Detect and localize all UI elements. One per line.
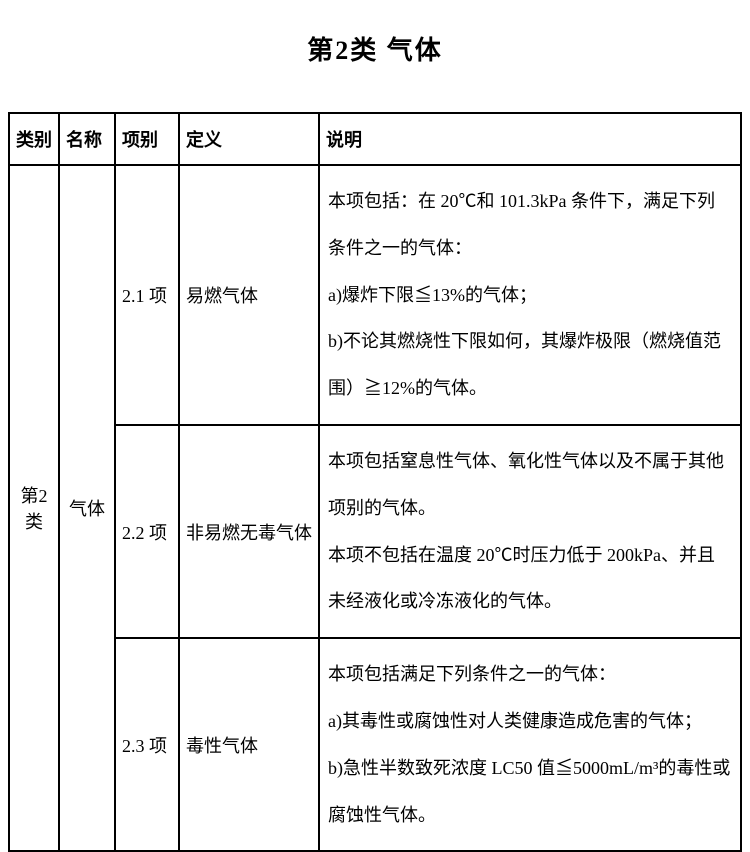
header-definition: 定义 xyxy=(179,113,319,165)
cell-item: 2.3 项 xyxy=(115,638,179,851)
header-category: 类别 xyxy=(9,113,59,165)
page-title: 第2类 气体 xyxy=(8,30,742,67)
table-row: 第2类 气体 2.1 项 易燃气体 本项包括：在 20℃和 101.3kPa 条… xyxy=(9,165,741,425)
cell-description: 本项包括满足下列条件之一的气体： a)其毒性或腐蚀性对人类健康造成危害的气体； … xyxy=(319,638,741,851)
cell-description: 本项包括窒息性气体、氧化性气体以及不属于其他项别的气体。 本项不包括在温度 20… xyxy=(319,425,741,638)
cell-category: 第2类 xyxy=(9,165,59,851)
header-description: 说明 xyxy=(319,113,741,165)
table-header-row: 类别 名称 项别 定义 说明 xyxy=(9,113,741,165)
cell-description: 本项包括：在 20℃和 101.3kPa 条件下，满足下列条件之一的气体： a)… xyxy=(319,165,741,425)
cell-name: 气体 xyxy=(59,165,115,851)
cell-item: 2.2 项 xyxy=(115,425,179,638)
desc-text: a)爆炸下限≦13%的气体； xyxy=(328,272,732,319)
table-row: 2.3 项 毒性气体 本项包括满足下列条件之一的气体： a)其毒性或腐蚀性对人类… xyxy=(9,638,741,851)
classification-table: 类别 名称 项别 定义 说明 第2类 气体 2.1 项 易燃气体 本项包括：在 … xyxy=(8,112,742,852)
desc-text: b)急性半数致死浓度 LC50 值≦5000mL/m³的毒性或腐蚀性气体。 xyxy=(328,745,732,839)
cell-item: 2.1 项 xyxy=(115,165,179,425)
header-name: 名称 xyxy=(59,113,115,165)
table-row: 2.2 项 非易燃无毒气体 本项包括窒息性气体、氧化性气体以及不属于其他项别的气… xyxy=(9,425,741,638)
desc-text: b)不论其燃烧性下限如何，其爆炸极限（燃烧值范围）≧12%的气体。 xyxy=(328,318,732,412)
desc-text: 本项包括满足下列条件之一的气体： xyxy=(328,651,732,698)
desc-text: 本项不包括在温度 20℃时压力低于 200kPa、并且未经液化或冷冻液化的气体。 xyxy=(328,532,732,626)
desc-text: 本项包括：在 20℃和 101.3kPa 条件下，满足下列条件之一的气体： xyxy=(328,178,732,272)
desc-text: a)其毒性或腐蚀性对人类健康造成危害的气体； xyxy=(328,698,732,745)
cell-definition: 毒性气体 xyxy=(179,638,319,851)
desc-text: 本项包括窒息性气体、氧化性气体以及不属于其他项别的气体。 xyxy=(328,438,732,532)
cell-definition: 易燃气体 xyxy=(179,165,319,425)
header-item: 项别 xyxy=(115,113,179,165)
cell-definition: 非易燃无毒气体 xyxy=(179,425,319,638)
